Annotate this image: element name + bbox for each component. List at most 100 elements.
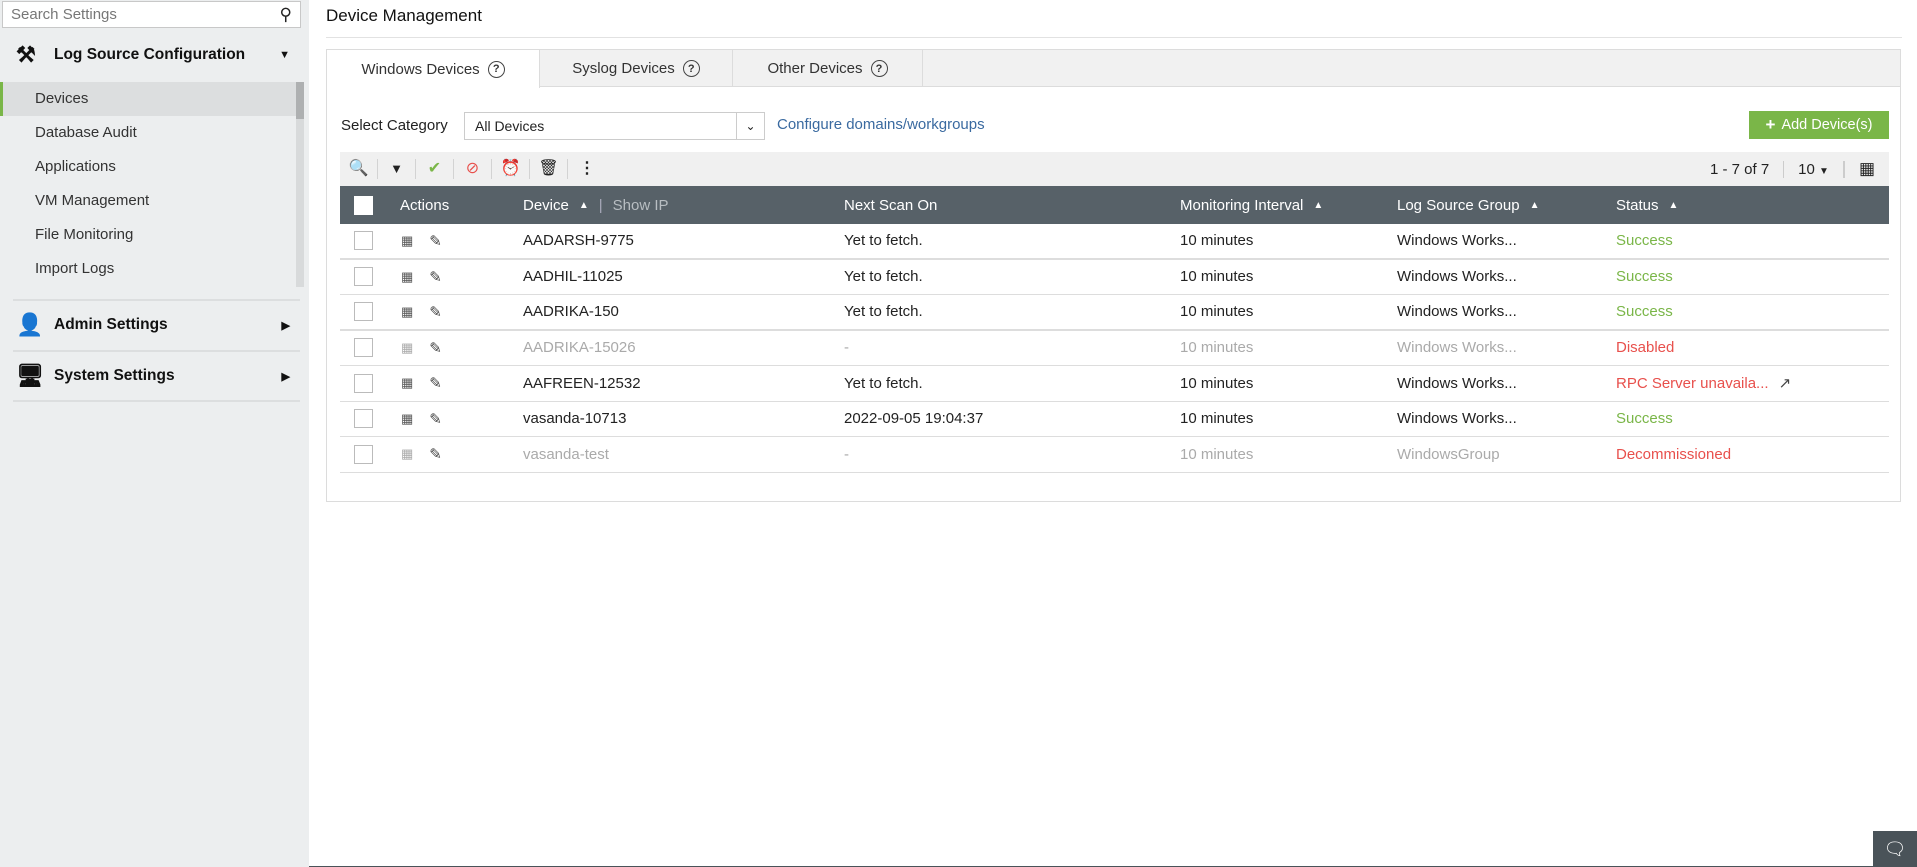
tab-other-devices[interactable]: Other Devices? <box>733 50 923 87</box>
scrollbar-thumb[interactable] <box>296 82 304 119</box>
sidebar-item-applications[interactable]: Applications <box>35 158 116 175</box>
select-all-checkbox[interactable] <box>354 195 373 215</box>
help-icon[interactable]: ? <box>487 60 505 78</box>
edit-icon[interactable]: ✎ <box>429 375 442 393</box>
edit-icon[interactable]: ✎ <box>429 410 442 428</box>
column-chooser-icon[interactable]: ▦ <box>1858 159 1875 178</box>
more-options-icon[interactable]: ⋮ <box>579 160 595 177</box>
row-checkbox[interactable] <box>354 267 373 287</box>
row-checkbox[interactable] <box>354 409 373 429</box>
status-text: Success <box>1616 410 1673 428</box>
device-settings-icon[interactable]: ▦ <box>401 268 414 284</box>
section-log-source-configuration[interactable]: ⚒ Log Source Configuration ▼ <box>0 40 300 70</box>
column-next-scan-on: Next Scan On <box>844 196 938 214</box>
device-settings-icon[interactable]: ▦ <box>401 410 414 426</box>
caret-down-icon: ▼ <box>279 49 290 61</box>
table-body: ▦ ✎ AADARSH-9775 Yet to fetch. 10 minutes… <box>340 224 1889 473</box>
sidebar-item-devices[interactable]: Devices <box>0 82 300 116</box>
row-checkbox[interactable] <box>354 338 373 358</box>
device-name[interactable]: AADARSH-9775 <box>523 232 634 250</box>
device-settings-icon[interactable]: ▦ <box>401 303 414 319</box>
column-log-source-group[interactable]: Log Source Group ▲ <box>1397 186 1539 224</box>
tab-windows-devices[interactable]: Windows Devices? <box>327 50 540 88</box>
edit-icon[interactable]: ✎ <box>429 303 442 321</box>
divider <box>13 400 300 402</box>
monitoring-interval: 10 minutes <box>1180 339 1254 357</box>
device-settings-icon[interactable]: ▦ <box>401 375 414 391</box>
edit-icon[interactable]: ✎ <box>429 268 442 286</box>
search-input[interactable] <box>11 6 280 23</box>
next-scan: Yet to fetch. <box>844 303 923 321</box>
next-scan: - <box>844 339 849 357</box>
device-name[interactable]: vasanda-10713 <box>523 410 627 428</box>
search-filter-icon[interactable]: 🔍 <box>340 159 378 179</box>
tab-syslog-devices[interactable]: Syslog Devices? <box>540 50 733 87</box>
device-settings-icon[interactable]: ▦ <box>401 232 414 248</box>
sidebar-item-import-logs[interactable]: Import Logs <box>35 260 115 277</box>
select-category-label: Select Category <box>341 117 448 134</box>
button-label: Add Device(s) <box>1781 117 1873 133</box>
devices-table: Actions Device ▲ | Show IP Next Scan On Mon… <box>340 186 1889 473</box>
divider <box>326 37 1902 38</box>
sidebar-item-file-monitoring[interactable]: File Monitoring <box>35 226 134 243</box>
status-text: Decommissioned <box>1616 445 1732 463</box>
chat-button[interactable]: 🗨 <box>1873 831 1917 867</box>
section-admin-settings[interactable]: 👤 Admin Settings ▶ <box>0 310 300 340</box>
column-status[interactable]: Status ▲ <box>1616 186 1678 224</box>
pagination-range: 1 - 7 of 7 <box>1696 160 1785 178</box>
edit-icon[interactable]: ✎ <box>429 339 442 357</box>
divider <box>13 350 300 352</box>
chevron-down-icon[interactable]: ⌄ <box>736 113 764 139</box>
tools-icon: ⚒ <box>16 42 36 67</box>
device-settings-icon[interactable]: ▦ <box>401 446 414 462</box>
configure-domains-link[interactable]: Configure domains/workgroups <box>777 116 985 133</box>
column-device[interactable]: Device ▲ | Show IP <box>523 186 669 224</box>
row-checkbox[interactable] <box>354 444 373 464</box>
table-row: ▦ ✎ vasanda-10713 2022-09-05 19:04:37 10 … <box>340 402 1889 437</box>
log-source-group: Windows Works... <box>1397 410 1517 428</box>
edit-icon[interactable]: ✎ <box>429 446 442 464</box>
trash-icon[interactable]: 🗑 <box>530 159 568 179</box>
device-name[interactable]: AADRIKA-15026 <box>523 339 636 357</box>
sort-asc-icon[interactable]: ▲ <box>1529 199 1540 211</box>
sort-asc-icon[interactable]: ▲ <box>1313 199 1324 211</box>
row-checkbox[interactable] <box>354 302 373 322</box>
device-name[interactable]: AAFREEN-12532 <box>523 374 641 392</box>
column-monitoring-interval[interactable]: Monitoring Interval ▲ <box>1180 186 1323 224</box>
help-icon[interactable]: ? <box>682 60 700 77</box>
device-name[interactable]: AADRIKA-150 <box>523 303 619 321</box>
sidebar: ⚲ ⚒ Log Source Configuration ▼ Devices D… <box>0 0 309 867</box>
external-link-icon[interactable]: ↗ <box>1778 375 1792 393</box>
tab-label: Other Devices <box>767 60 863 77</box>
disable-icon[interactable]: ⊘ <box>454 159 492 179</box>
device-name[interactable]: vasanda-test <box>523 445 609 463</box>
device-name[interactable]: AADHIL-11025 <box>523 268 623 286</box>
category-select[interactable]: All Devices ⌄ <box>464 112 765 140</box>
column-label: Log Source Group <box>1397 196 1520 214</box>
sidebar-scrollbar[interactable] <box>296 82 304 287</box>
section-system-settings[interactable]: 🖥 System Settings ▶ <box>0 361 300 391</box>
search-icon[interactable]: ⚲ <box>279 4 292 24</box>
filter-icon[interactable]: ▼ <box>378 159 416 179</box>
device-settings-icon[interactable]: ▦ <box>401 339 414 355</box>
monitoring-interval: 10 minutes <box>1180 268 1254 286</box>
device-panel: Windows Devices? Syslog Devices? Other D… <box>326 49 1901 502</box>
enable-icon[interactable]: ✔ <box>416 159 454 179</box>
search-settings-field[interactable]: ⚲ <box>2 1 301 28</box>
log-source-group: Windows Works... <box>1397 303 1517 321</box>
add-devices-button[interactable]: + Add Device(s) <box>1749 111 1889 139</box>
log-source-group: Windows Works... <box>1397 339 1517 357</box>
select-value: All Devices <box>475 118 545 134</box>
sidebar-item-database-audit[interactable]: Database Audit <box>35 124 137 141</box>
next-scan: 2022-09-05 19:04:37 <box>844 410 984 428</box>
per-page-select[interactable]: 10 ▼ <box>1784 160 1845 178</box>
sort-asc-icon[interactable]: ▲ <box>1668 199 1679 211</box>
row-checkbox[interactable] <box>354 373 373 393</box>
sort-asc-icon[interactable]: ▲ <box>578 199 589 211</box>
show-ip-link[interactable]: Show IP <box>612 196 669 214</box>
edit-icon[interactable]: ✎ <box>429 232 442 250</box>
alarm-clock-icon[interactable]: ⏰ <box>492 159 530 179</box>
sidebar-item-vm-management[interactable]: VM Management <box>35 192 150 209</box>
row-checkbox[interactable] <box>354 231 373 251</box>
help-icon[interactable]: ? <box>870 60 888 77</box>
